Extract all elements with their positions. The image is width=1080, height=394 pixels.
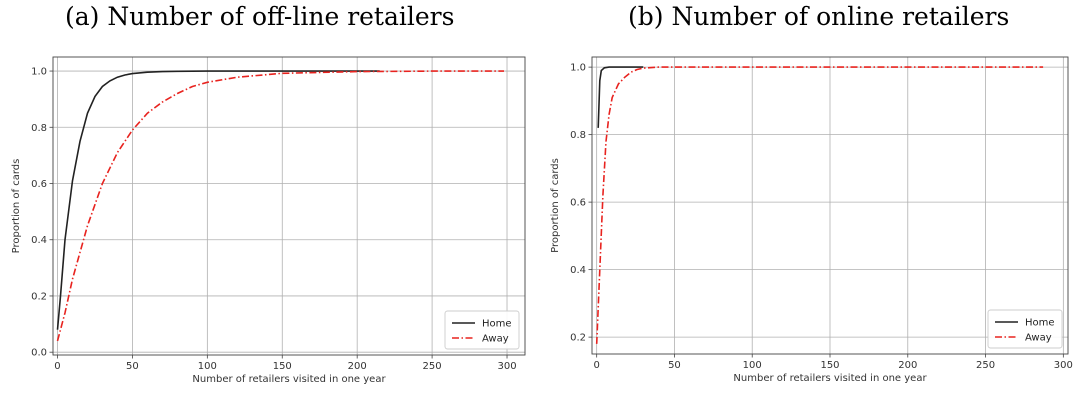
y-tick-label: 0.2: [570, 333, 586, 344]
x-tick-label: 0: [593, 360, 599, 371]
y-tick-label: 0.8: [570, 130, 586, 141]
legend-box: [444, 310, 520, 350]
chart-online: 0 50 100 150 200 250 300 0.2 0.4 0.6 0.8 1.0 Number …: [550, 56, 1073, 384]
legend-label-away: Away: [1025, 333, 1052, 344]
chart-title-offline: (a) Number of off-line retailers: [65, 2, 455, 31]
y-tick-label: 0.8: [31, 123, 47, 134]
legend-box: [987, 309, 1063, 349]
chart-offline: 0 50 100 150 200 250 300 0.0 0.2 0.4 0.6 0.8 1.0 Numb…: [11, 56, 526, 385]
y-tick-label: 0.6: [570, 198, 586, 209]
y-tick-label: 0.4: [31, 235, 47, 246]
y-tick-label: 1.0: [31, 67, 47, 78]
x-tick-label: 50: [126, 361, 139, 372]
x-tick-label: 250: [423, 361, 442, 372]
series-line-away: [56, 70, 504, 342]
x-tick-label: 0: [54, 361, 60, 372]
legend: Home Away: [444, 310, 520, 350]
x-tick-label: 100: [743, 360, 762, 371]
x-tick-label: 200: [898, 360, 917, 371]
x-axis-label: Number of retailers visited in one year: [733, 373, 927, 384]
legend-label-away: Away: [482, 334, 509, 345]
chart-title-online: (b) Number of online retailers: [628, 2, 1010, 31]
y-tick-label: 1.0: [570, 63, 586, 74]
y-tick-label: 0.6: [31, 179, 47, 190]
x-tick-label: 200: [348, 361, 367, 372]
y-axis-label: Proportion of cards: [11, 159, 22, 254]
x-tick-label: 150: [273, 361, 292, 372]
legend-label-home: Home: [482, 319, 512, 330]
x-axis-label: Number of retailers visited in one year: [192, 374, 386, 385]
series-line-home: [56, 70, 380, 330]
x-tick-label: 100: [198, 361, 217, 372]
x-tick-label: 300: [1054, 360, 1073, 371]
x-tick-label: 250: [976, 360, 995, 371]
legend: Home Away: [987, 309, 1063, 349]
series-line-away: [595, 66, 1044, 344]
y-tick-label: 0.4: [570, 265, 586, 276]
y-tick-label: 0.0: [31, 348, 47, 359]
y-axis-label: Proportion of cards: [550, 158, 561, 253]
x-tick-label: 150: [820, 360, 839, 371]
series-line-home: [597, 66, 644, 128]
legend-label-home: Home: [1025, 318, 1055, 329]
plot-frame: [52, 56, 526, 356]
y-tick-label: 0.2: [31, 291, 47, 302]
x-tick-label: 300: [497, 361, 516, 372]
x-tick-label: 50: [668, 360, 681, 371]
